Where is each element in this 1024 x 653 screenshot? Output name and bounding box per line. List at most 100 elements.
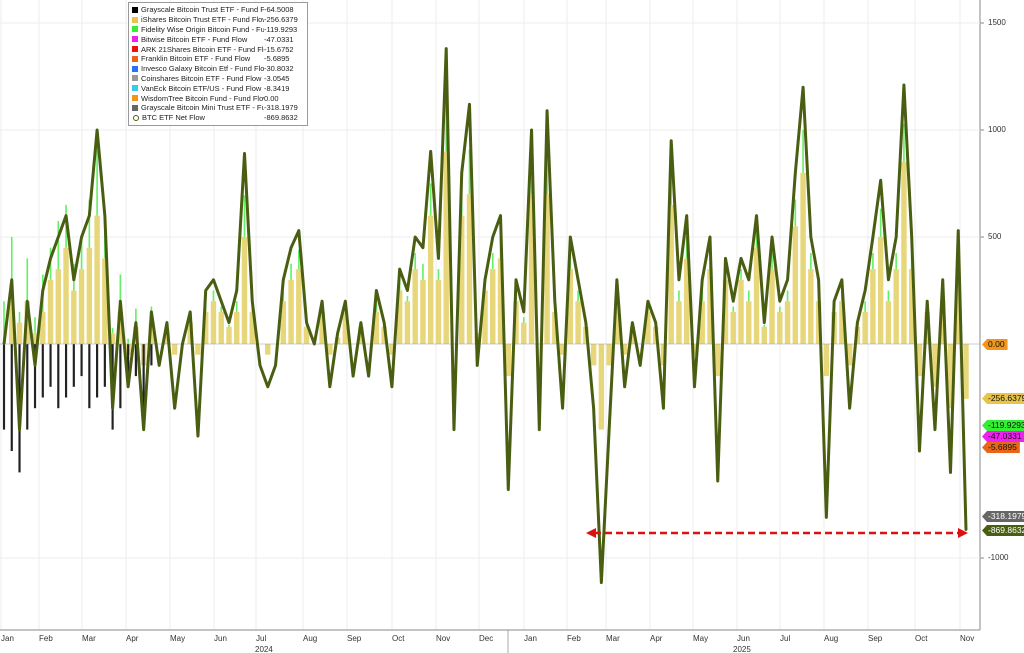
grayscale-bar xyxy=(10,344,13,451)
fidelity-bar xyxy=(794,199,797,227)
grayscale-bar xyxy=(150,344,153,366)
fidelity-bar xyxy=(546,152,548,195)
x-tick-label: Jul xyxy=(780,634,791,643)
ishares-bar xyxy=(482,290,488,344)
ishares-bar xyxy=(722,279,729,344)
ishares-bar xyxy=(738,279,744,344)
ishares-bar xyxy=(839,301,845,344)
net-flow-point xyxy=(96,129,99,131)
net-flow-point xyxy=(468,103,471,106)
net-flow-point xyxy=(561,407,564,410)
legend-item: Grayscale Bitcoin Trust ETF - Fund Flow -… xyxy=(132,5,304,15)
net-flow-point xyxy=(34,364,37,367)
net-flow-point xyxy=(437,257,440,260)
last-value-tag: -5.6895 xyxy=(982,442,1020,453)
legend-value: -64.5008 xyxy=(264,5,294,15)
legend-value: -869.8632 xyxy=(264,113,298,123)
legend-label: ARK 21Shares Bitcoin ETF - Fund Flow xyxy=(141,44,264,54)
ishares-bar xyxy=(730,311,736,344)
fidelity-bar xyxy=(763,324,766,327)
ishares-bar xyxy=(691,344,698,355)
fidelity-bar xyxy=(887,290,890,302)
x-tick-label: Feb xyxy=(567,634,581,643)
fidelity-bar xyxy=(3,301,5,344)
net-flow-point xyxy=(344,300,347,303)
ishares-bar xyxy=(932,344,938,387)
net-flow-point xyxy=(290,246,293,249)
net-flow-point xyxy=(802,86,805,89)
fidelity-bar xyxy=(755,231,758,248)
x-tick-label: Feb xyxy=(39,634,53,643)
fidelity-bar xyxy=(810,253,812,270)
legend-value: -15.6752 xyxy=(264,44,294,54)
x-tick-label: Mar xyxy=(82,634,96,643)
legend-label: Coinshares Bitcoin ETF - Fund Flow xyxy=(141,73,262,83)
ishares-bar xyxy=(683,258,690,344)
ishares-bar xyxy=(9,301,15,344)
net-flow-point xyxy=(732,300,735,303)
fidelity-bar xyxy=(895,253,897,270)
ishares-bar xyxy=(109,333,116,344)
fidelity-bar xyxy=(243,195,246,237)
fidelity-bar xyxy=(786,290,789,302)
ishares-bar xyxy=(218,311,224,344)
net-flow-point xyxy=(794,171,797,174)
ishares-bar xyxy=(412,269,418,344)
net-flow-point xyxy=(809,236,812,238)
last-value-tag: -256.6379 xyxy=(982,393,1024,404)
grayscale-bar xyxy=(134,344,137,377)
ishares-bar xyxy=(303,326,310,344)
ishares-bar xyxy=(963,344,969,399)
ishares-bar xyxy=(280,301,287,344)
fidelity-bar xyxy=(111,327,114,334)
legend-swatch xyxy=(132,26,138,33)
net-flow-point xyxy=(243,152,246,155)
net-flow-point xyxy=(375,289,378,292)
fidelity-bar xyxy=(290,263,292,280)
net-flow-point xyxy=(856,321,859,324)
net-flow-point xyxy=(3,343,5,345)
ishares-bar xyxy=(870,269,876,344)
x-tick-label: Sep xyxy=(868,634,883,643)
net-flow-point xyxy=(460,171,463,174)
fidelity-bar xyxy=(864,301,866,312)
ishares-bar xyxy=(40,311,46,344)
ishares-bar xyxy=(621,344,628,355)
ishares-bar xyxy=(319,311,325,344)
ishares-bar xyxy=(753,247,760,344)
net-flow-point xyxy=(530,129,533,131)
legend-label: VanEck Bitcoin ETF/US - Fund Flow xyxy=(141,83,262,93)
ishares-bar xyxy=(955,279,961,344)
net-flow-point xyxy=(515,278,518,281)
x-tick-label: Aug xyxy=(824,634,839,643)
net-flow-point xyxy=(80,236,83,238)
legend-item: Invesco Galaxy Bitcoin Etf - Fund Flow -3… xyxy=(132,64,304,74)
fidelity-bar xyxy=(732,306,735,312)
fidelity-bar xyxy=(577,290,579,302)
ishares-bar xyxy=(598,344,605,430)
ishares-bar xyxy=(443,151,449,344)
fidelity-bar xyxy=(212,290,215,302)
ishares-bar xyxy=(420,279,426,344)
fidelity-bar xyxy=(747,290,750,302)
net-flow-point xyxy=(926,300,929,303)
ishares-bar xyxy=(234,311,240,344)
grayscale-bar xyxy=(57,344,60,409)
last-value-tag: -318.1979 xyxy=(982,511,1024,522)
ishares-bar xyxy=(552,311,558,344)
legend-label: Grayscale Bitcoin Trust ETF - Fund Flow xyxy=(141,5,264,15)
x-tick-label: Oct xyxy=(915,634,928,643)
legend-label: Bitwise Bitcoin ETF - Fund Flow xyxy=(141,34,248,44)
ishares-bar xyxy=(490,269,496,344)
net-flow-point xyxy=(499,214,502,217)
ishares-bar xyxy=(668,204,674,344)
grayscale-bar xyxy=(2,344,6,430)
net-flow-point xyxy=(72,278,75,281)
legend-swatch xyxy=(132,85,138,92)
legend-swatch xyxy=(132,36,138,43)
ishares-bar xyxy=(614,301,620,344)
ishares-bar xyxy=(746,301,752,344)
ishares-bar xyxy=(629,326,636,344)
ishares-bar xyxy=(94,215,100,344)
ishares-bar xyxy=(210,301,217,344)
